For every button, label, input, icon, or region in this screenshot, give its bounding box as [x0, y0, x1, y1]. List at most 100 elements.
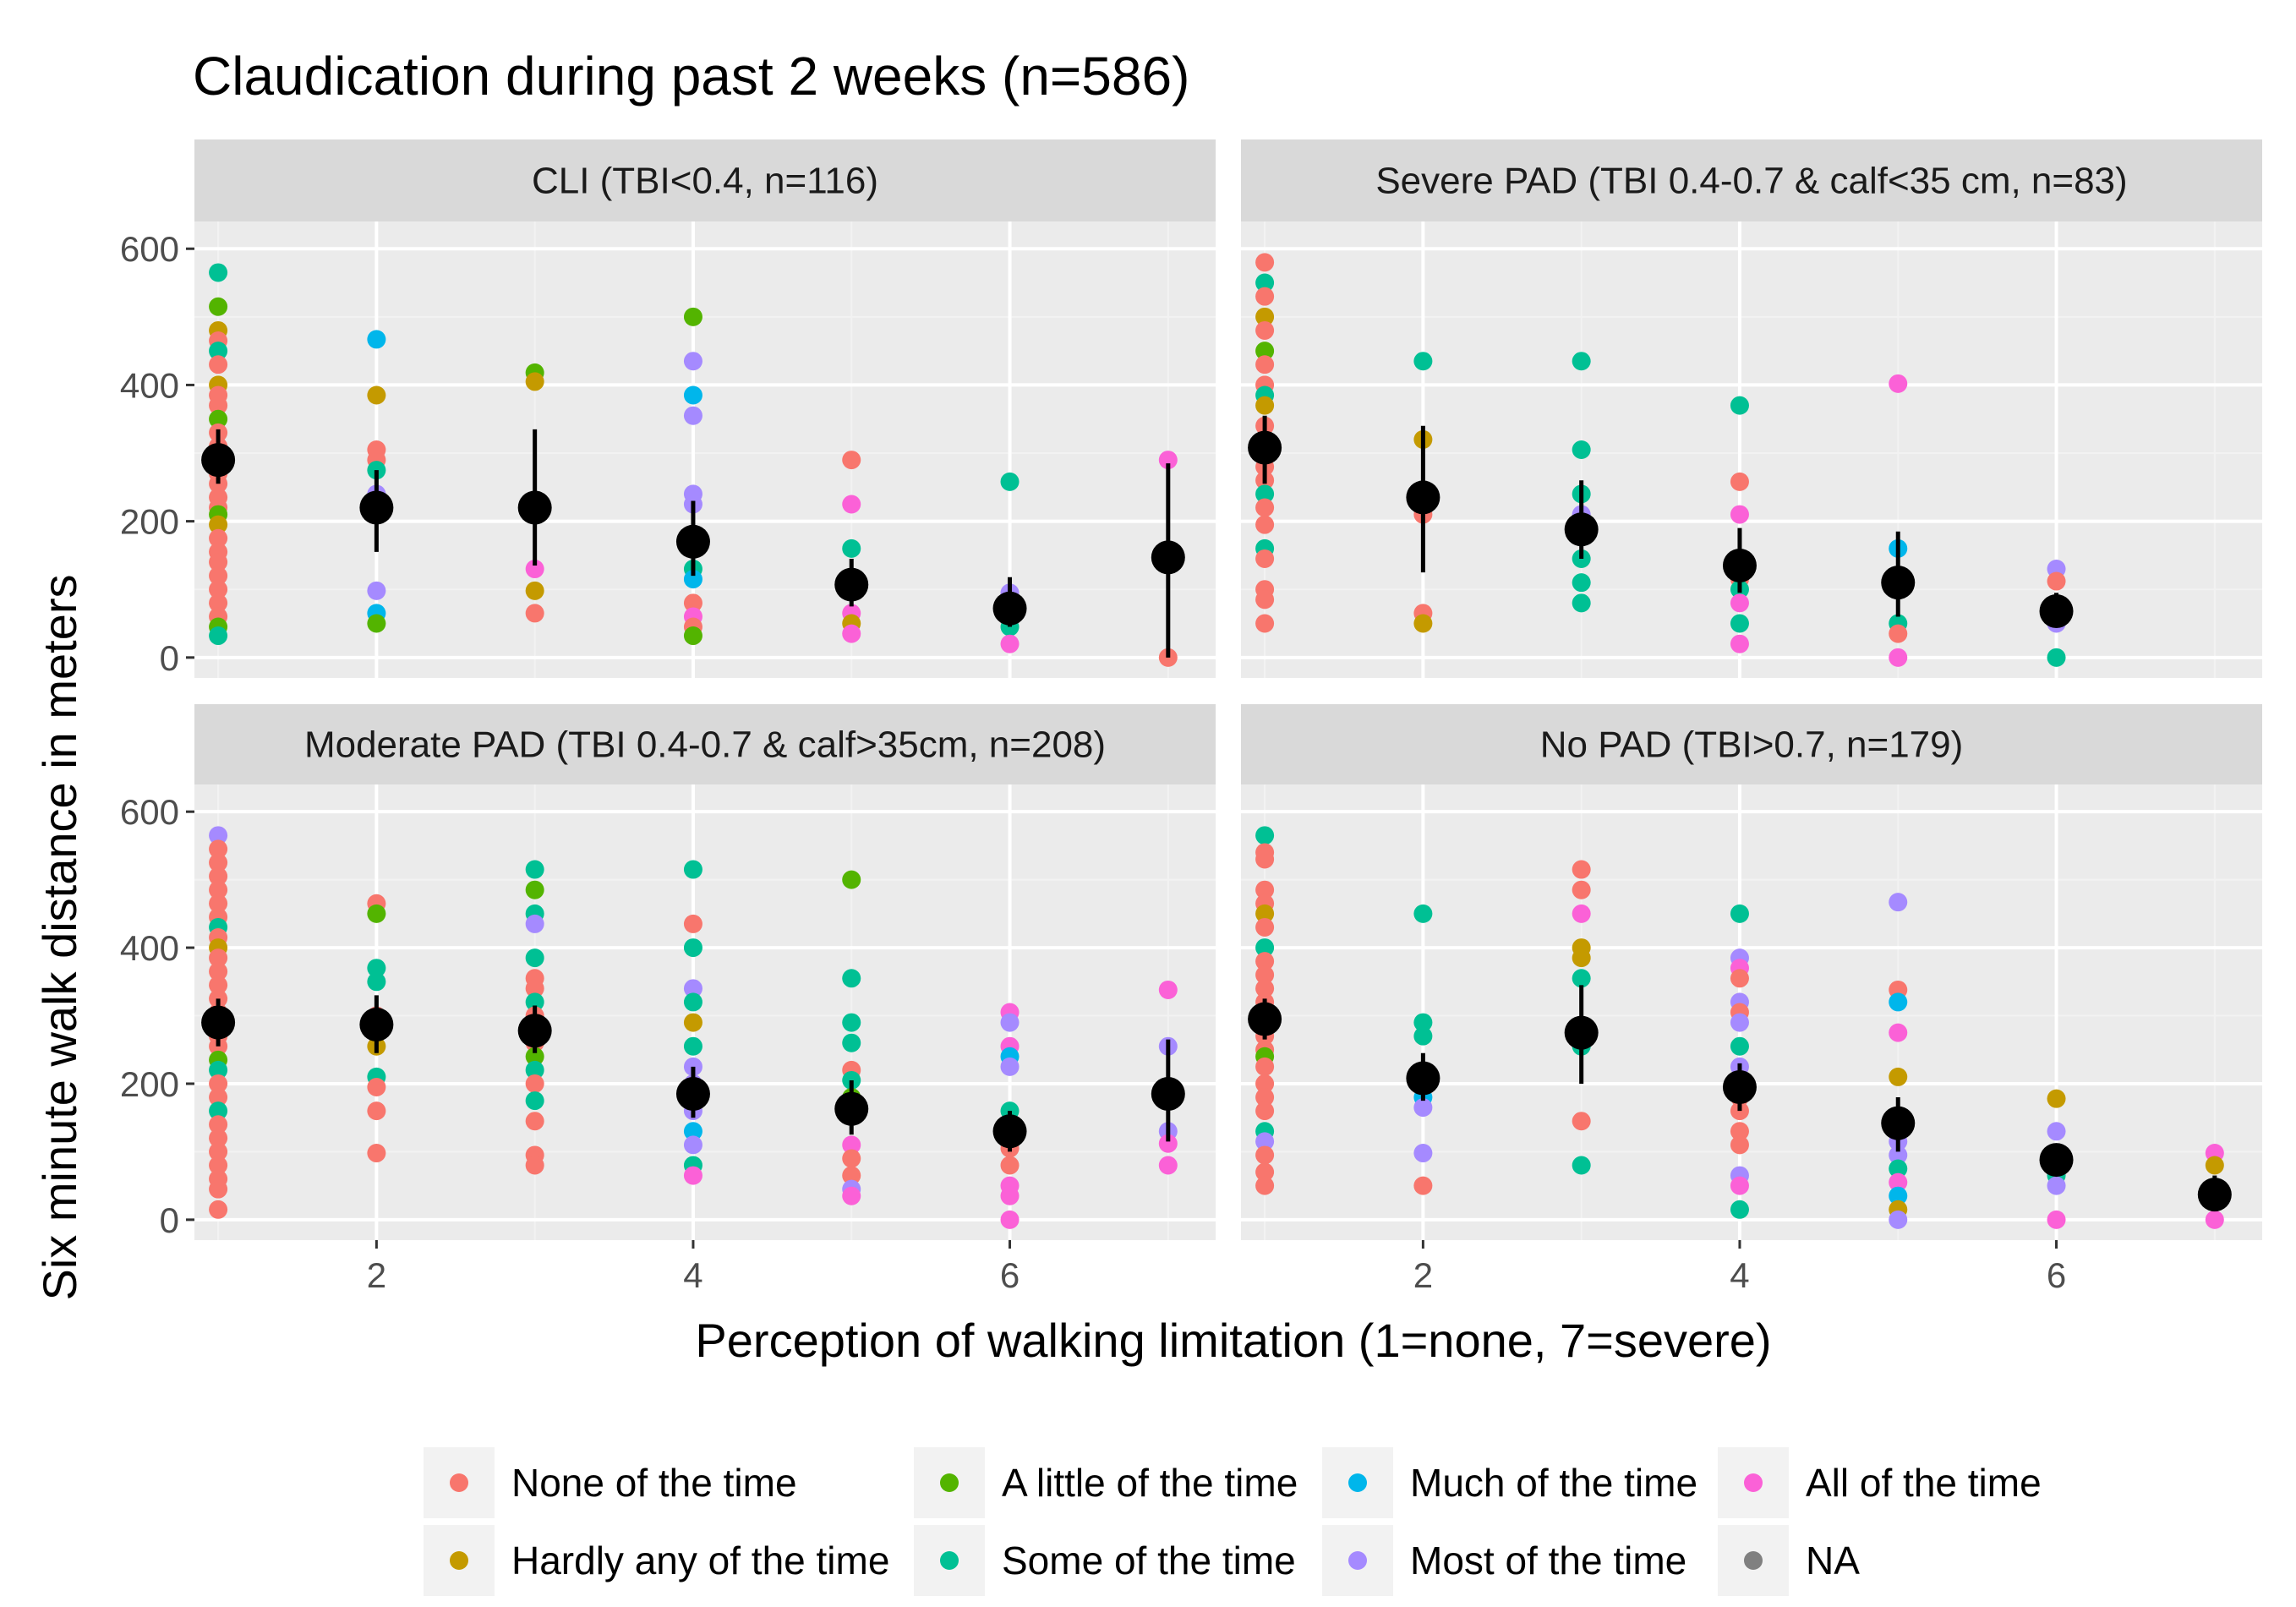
- legend-swatch: [1744, 1551, 1763, 1570]
- data-point: [367, 385, 386, 405]
- mean-point: [201, 1005, 236, 1040]
- data-point: [1889, 893, 1908, 912]
- data-point: [525, 581, 544, 600]
- data-point: [683, 938, 702, 958]
- data-point: [1000, 1057, 1020, 1076]
- y-tick-label: 400: [120, 928, 179, 968]
- data-point: [1255, 917, 1275, 937]
- data-point: [1730, 969, 1749, 988]
- data-point: [367, 904, 386, 923]
- data-point: [1255, 1176, 1275, 1195]
- data-point: [209, 580, 228, 599]
- data-point: [1000, 1186, 1020, 1205]
- data-point: [1000, 1156, 1020, 1175]
- data-point: [209, 342, 228, 361]
- data-point: [1255, 1162, 1275, 1182]
- mean-point: [992, 591, 1027, 626]
- legend-label: NA: [1806, 1539, 1860, 1582]
- mean-point: [1406, 480, 1440, 515]
- data-point: [209, 866, 228, 886]
- data-point: [209, 515, 228, 534]
- data-point: [525, 1047, 544, 1066]
- data-point: [1572, 1112, 1591, 1131]
- data-point: [525, 880, 544, 899]
- x-axis-title: Perception of walking limitation (1=none…: [695, 1314, 1771, 1367]
- data-point: [1889, 1159, 1908, 1178]
- data-point: [1572, 1156, 1591, 1175]
- facet-panels: CLI (TBI<0.4, n=116) 0 200 400 600 Severe PAD…: [120, 139, 2262, 1295]
- data-point: [1730, 1176, 1749, 1195]
- data-point: [209, 355, 228, 374]
- data-point: [842, 451, 861, 470]
- mean-point: [1564, 1015, 1599, 1050]
- legend-item: All of the time: [1718, 1447, 2042, 1518]
- data-point: [1255, 355, 1275, 374]
- data-point: [1255, 904, 1275, 923]
- data-point: [1255, 880, 1275, 899]
- mean-point: [359, 490, 394, 525]
- data-point: [525, 1091, 544, 1111]
- y-tick-label: 0: [160, 638, 179, 678]
- strip-label: CLI (TBI<0.4, n=116): [532, 161, 878, 202]
- strip-label: Severe PAD (TBI 0.4-0.7 & calf<35 cm, n=…: [1375, 161, 2127, 202]
- mean-point: [1151, 540, 1185, 575]
- data-point: [367, 1101, 386, 1121]
- legend-label: None of the time: [511, 1461, 797, 1505]
- data-point: [842, 969, 861, 988]
- data-point: [683, 385, 702, 405]
- data-point: [525, 604, 544, 623]
- strip-background: [1241, 139, 2262, 221]
- data-point: [842, 1033, 861, 1052]
- data-point: [1572, 880, 1591, 899]
- data-point: [1255, 287, 1275, 306]
- data-point: [2205, 1156, 2224, 1175]
- data-point: [2047, 571, 2066, 591]
- legend-item: Most of the time: [1322, 1525, 1686, 1596]
- facet-panel: No PAD (TBI>0.7, n=179) 2 4 6: [1241, 704, 2262, 1295]
- legend-item: Much of the time: [1322, 1447, 1697, 1518]
- data-point: [1730, 505, 1749, 524]
- data-point: [842, 495, 861, 514]
- data-point: [1255, 1132, 1275, 1151]
- data-point: [2047, 1210, 2066, 1229]
- data-point: [209, 1142, 228, 1162]
- data-point: [209, 626, 228, 646]
- data-point: [1255, 307, 1275, 326]
- data-point: [683, 1013, 702, 1032]
- data-point: [1730, 904, 1749, 923]
- data-point: [1255, 952, 1275, 971]
- mean-point: [1406, 1061, 1440, 1096]
- legend-swatch: [1744, 1473, 1763, 1492]
- data-point: [1730, 1200, 1749, 1219]
- chart-title: Claudication during past 2 weeks (n=586): [193, 46, 1189, 107]
- data-point: [683, 1122, 702, 1141]
- legend-swatch: [1348, 1551, 1367, 1570]
- data-point: [1730, 614, 1749, 633]
- data-point: [683, 1166, 702, 1185]
- data-point: [209, 976, 228, 995]
- data-point: [525, 992, 544, 1012]
- mean-point: [2039, 1143, 2074, 1178]
- data-point: [1730, 1135, 1749, 1155]
- x-tick-label: 4: [1730, 1255, 1749, 1295]
- data-point: [209, 409, 228, 429]
- data-point: [1889, 1145, 1908, 1165]
- data-point: [1255, 320, 1275, 340]
- legend-label: All of the time: [1806, 1461, 2042, 1505]
- facet-panel: Severe PAD (TBI 0.4-0.7 & calf<35 cm, n=…: [1241, 139, 2262, 678]
- data-point: [842, 1135, 861, 1155]
- data-point: [2047, 1089, 2066, 1108]
- data-point: [525, 860, 544, 879]
- facet-panel: Moderate PAD (TBI 0.4-0.7 & calf>35cm, n…: [120, 704, 1216, 1295]
- data-point: [1255, 484, 1275, 504]
- legend-item: None of the time: [424, 1447, 797, 1518]
- data-point: [1413, 352, 1433, 371]
- mean-point: [517, 1014, 552, 1048]
- data-point: [209, 1115, 228, 1134]
- data-point: [1413, 614, 1433, 633]
- legend-item: A little of the time: [914, 1447, 1298, 1518]
- legend-label: Hardly any of the time: [511, 1539, 889, 1582]
- data-point: [842, 1166, 861, 1185]
- data-point: [525, 1112, 544, 1131]
